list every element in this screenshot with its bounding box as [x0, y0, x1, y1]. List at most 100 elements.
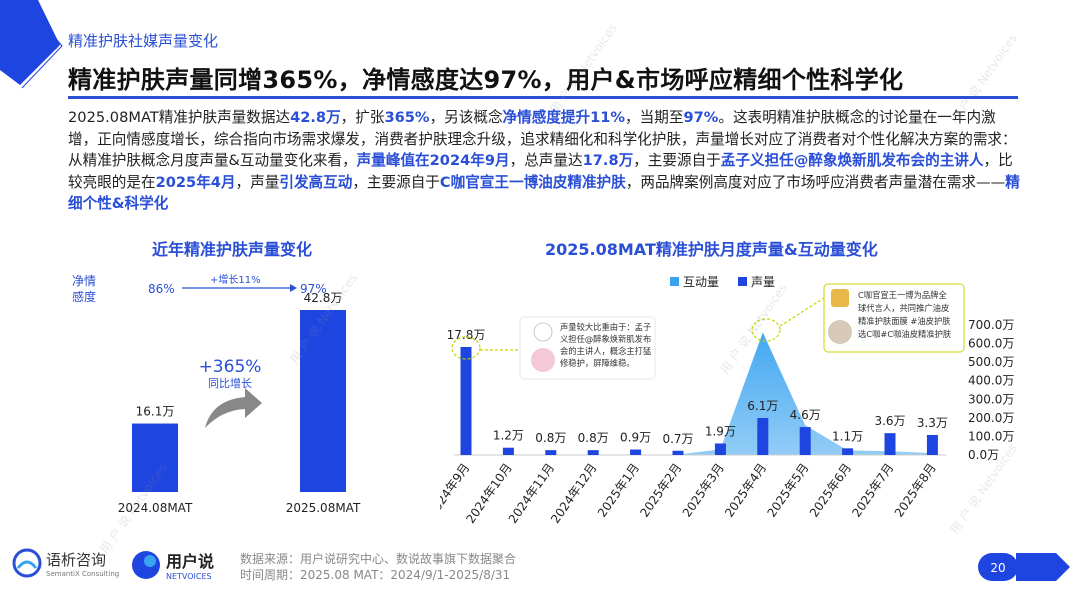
highlight-circle-peak [451, 336, 481, 360]
annotation-box-2 [823, 283, 965, 353]
annual-bar-category: 2025.08MAT [286, 501, 361, 515]
y2-tick-label: 300.0万 [968, 392, 1014, 406]
y2-tick-label: 700.0万 [968, 318, 1014, 332]
body-text-span: ，另该概念 [429, 109, 503, 126]
summary-paragraph: 2025.08MAT精准护肤声量数据达42.8万，扩张365%，另该概念净情感度… [68, 107, 1020, 215]
annual-bar [132, 423, 178, 492]
volume-bar [587, 450, 599, 455]
legend-swatch-volume [738, 277, 747, 286]
volume-bar-value: 1.2万 [493, 429, 524, 443]
volume-bar [545, 450, 557, 455]
sentiment-arrowhead [290, 284, 297, 292]
monthly-volume-interaction-chart: 互动量 声量 17.8万 1.2万 0.8万 0.8万 0.9万 0.7万 1.9万 6.1万… [440, 275, 1014, 526]
y2-tick-label: 200.0万 [968, 411, 1014, 425]
legend-swatch-interaction [670, 277, 679, 286]
body-text-span: ，两品牌案例高度对应了市场呼应消费者声量潜在需求—— [625, 173, 1006, 191]
volume-bar [672, 450, 684, 455]
volume-bar-value: 0.7万 [662, 432, 693, 446]
body-text-span: ，比较亮眼的是在 [68, 152, 1013, 191]
growth-percent: +365% [199, 357, 262, 377]
sentiment-label-line2: 感度 [72, 289, 96, 304]
volume-bar-value: 0.9万 [620, 431, 651, 445]
volume-bar-value: 3.3万 [917, 416, 948, 430]
volume-bar [842, 448, 854, 455]
x-tick-label: 2025年8月 [892, 461, 939, 520]
annotation-brand-logo [831, 289, 849, 307]
volume-bar-value: 4.6万 [790, 408, 821, 422]
highlight-circle-april [751, 318, 781, 342]
volume-bar [502, 447, 514, 455]
body-text-span: ，主要源自于 [633, 152, 721, 169]
x-tick-label: 2025年7月 [849, 461, 896, 520]
annotation-avatar-1 [531, 348, 555, 372]
section-label: 精准护肤社媒声量变化 [68, 32, 219, 50]
volume-bar-value: 3.6万 [874, 414, 905, 428]
x-tick-label: 2025年5月 [765, 461, 812, 520]
body-text-span: ，总声量达 [509, 152, 583, 169]
body-text-span: ，声量 [235, 173, 280, 191]
highlight-text: 17.8万 [582, 152, 634, 169]
page-title: 精准护肤声量同增365%，净情感度达97%，用户&市场呼应精细个性科学化 [68, 66, 904, 94]
volume-bar [460, 347, 472, 455]
y2-tick-label: 0.0万 [968, 448, 999, 462]
x-tick-label: 2025年4月 [722, 461, 769, 520]
legend-label-volume: 声量 [751, 275, 775, 289]
highlight-text: 365% [384, 109, 430, 126]
period-text: 时间周期：2025.08 MAT：2024/9/1-2025/8/31 [240, 568, 511, 582]
annotation-2-line: C咖官宣王一博为品牌全 [858, 290, 947, 300]
semantix-logo-cn: 语析咨询 [46, 550, 107, 569]
y2-tick-label: 600.0万 [968, 337, 1014, 351]
annotation-2-line: 精准护肤面膜 #油皮护肤 [858, 316, 951, 326]
annotation-avatar-2 [828, 320, 852, 344]
annotation-connector-2 [779, 297, 825, 327]
volume-bar [799, 427, 811, 455]
title-divider [68, 96, 1018, 99]
x-tick-label: 2025年2月 [637, 461, 684, 520]
growth-arrow [205, 388, 262, 428]
y2-tick-label: 100.0万 [968, 429, 1014, 443]
x-tick-label: 2025年3月 [680, 461, 727, 520]
netvoices-logo-icon [132, 550, 160, 579]
y2-tick-label: 500.0万 [968, 355, 1014, 369]
body-text-span: ，主要源自于 [352, 173, 440, 191]
volume-bar-value: 17.8万 [447, 328, 486, 342]
left-chart-title: 近年精准护肤声量变化 [152, 240, 313, 259]
x-tick-label: 2025年1月 [595, 461, 642, 520]
volume-bar [757, 417, 769, 455]
volume-bar-value: 0.8万 [535, 431, 566, 445]
netvoices-logo-en: NETVOICES [166, 572, 212, 581]
page-number: 20 [990, 561, 1005, 575]
source-text: 数据来源：用户说研究中心、数说故事旗下数据聚合 [240, 552, 517, 566]
volume-bar [630, 449, 642, 455]
sentiment-change-label: +增长11% [210, 273, 261, 286]
sentiment-label-line1: 净情 [72, 274, 96, 288]
x-tick-label: 2025年6月 [807, 461, 854, 520]
highlight-text: C咖官宣王一博油皮精准护肤 [439, 173, 626, 191]
body-text-span: ，扩张 [340, 109, 385, 126]
highlight-text: 97% [683, 109, 719, 126]
annual-bar-category: 2024.08MAT [118, 501, 193, 515]
y2-tick-label: 400.0万 [968, 374, 1014, 388]
annual-volume-chart: 净情 感度 86% 97% +增长11% 16.1万 2024.08MAT 42.8… [72, 273, 361, 515]
semantix-logo-icon [12, 548, 42, 578]
annotation-1-line: 会的主讲人，概念主打猛 [560, 346, 651, 356]
annotation-1-line: 义担任@醉象焕新肌发布 [560, 334, 651, 344]
highlight-text: 声量峰值在2024年9月 [356, 152, 510, 169]
volume-bar-value: 1.1万 [832, 429, 863, 443]
netvoices-logo-cn: 用户说 [166, 552, 215, 571]
semantix-logo-en: SemantiX Consulting [46, 569, 120, 578]
body-text-span: 2025.08MAT精准护肤声量数据达 [68, 109, 291, 126]
volume-bar [714, 443, 726, 455]
annotation-1-line: 修稳护，屏障维稳。 [560, 358, 635, 368]
volume-bar-value: 6.1万 [747, 399, 778, 413]
corner-decoration [0, 0, 63, 89]
annotation-1-line: 声量较大比重由于：孟子 [560, 322, 651, 332]
highlight-text: 42.8万 [290, 109, 341, 126]
netvoices-logo: 用户说 NETVOICES [130, 548, 214, 581]
page-number-badge: 20 [978, 553, 1070, 581]
volume-bar-value: 0.8万 [578, 431, 609, 445]
annotation-2-line: 球代言人，共同推广油皮 [858, 303, 949, 313]
body-text-span: ，当期至 [625, 109, 684, 126]
volume-bar [926, 434, 938, 455]
highlight-text: 净情感度提升11% [502, 109, 626, 126]
